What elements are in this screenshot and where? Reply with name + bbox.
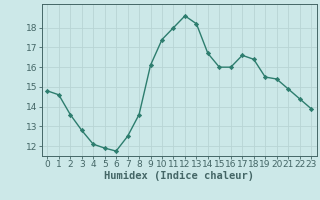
X-axis label: Humidex (Indice chaleur): Humidex (Indice chaleur) [104,171,254,181]
